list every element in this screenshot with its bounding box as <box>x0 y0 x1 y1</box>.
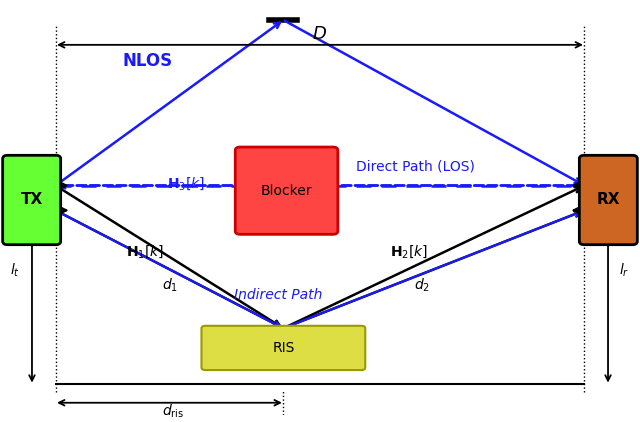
FancyBboxPatch shape <box>579 155 637 245</box>
FancyBboxPatch shape <box>202 326 365 370</box>
Text: $d_2$: $d_2$ <box>414 276 430 294</box>
Text: $\mathbf{H}_3[k]$: $\mathbf{H}_3[k]$ <box>167 175 205 192</box>
FancyBboxPatch shape <box>236 147 338 234</box>
Text: RIS: RIS <box>272 341 294 355</box>
Text: $D$: $D$ <box>312 25 328 43</box>
Text: Direct Path (LOS): Direct Path (LOS) <box>356 160 475 174</box>
Text: RX: RX <box>596 192 620 208</box>
Text: $l_r$: $l_r$ <box>620 262 630 279</box>
Text: TX: TX <box>20 192 43 208</box>
Text: $d_{\mathrm{ris}}$: $d_{\mathrm{ris}}$ <box>163 402 184 420</box>
FancyBboxPatch shape <box>3 155 61 245</box>
Text: NLOS: NLOS <box>123 52 173 70</box>
Text: $\mathbf{H}_2[k]$: $\mathbf{H}_2[k]$ <box>390 243 428 260</box>
Text: Indirect Path: Indirect Path <box>234 288 323 302</box>
Text: $l_t$: $l_t$ <box>10 262 20 279</box>
Text: $\mathbf{H}_1[k]$: $\mathbf{H}_1[k]$ <box>125 243 164 260</box>
Text: $d_1$: $d_1$ <box>162 276 179 294</box>
Text: Blocker: Blocker <box>260 184 312 197</box>
